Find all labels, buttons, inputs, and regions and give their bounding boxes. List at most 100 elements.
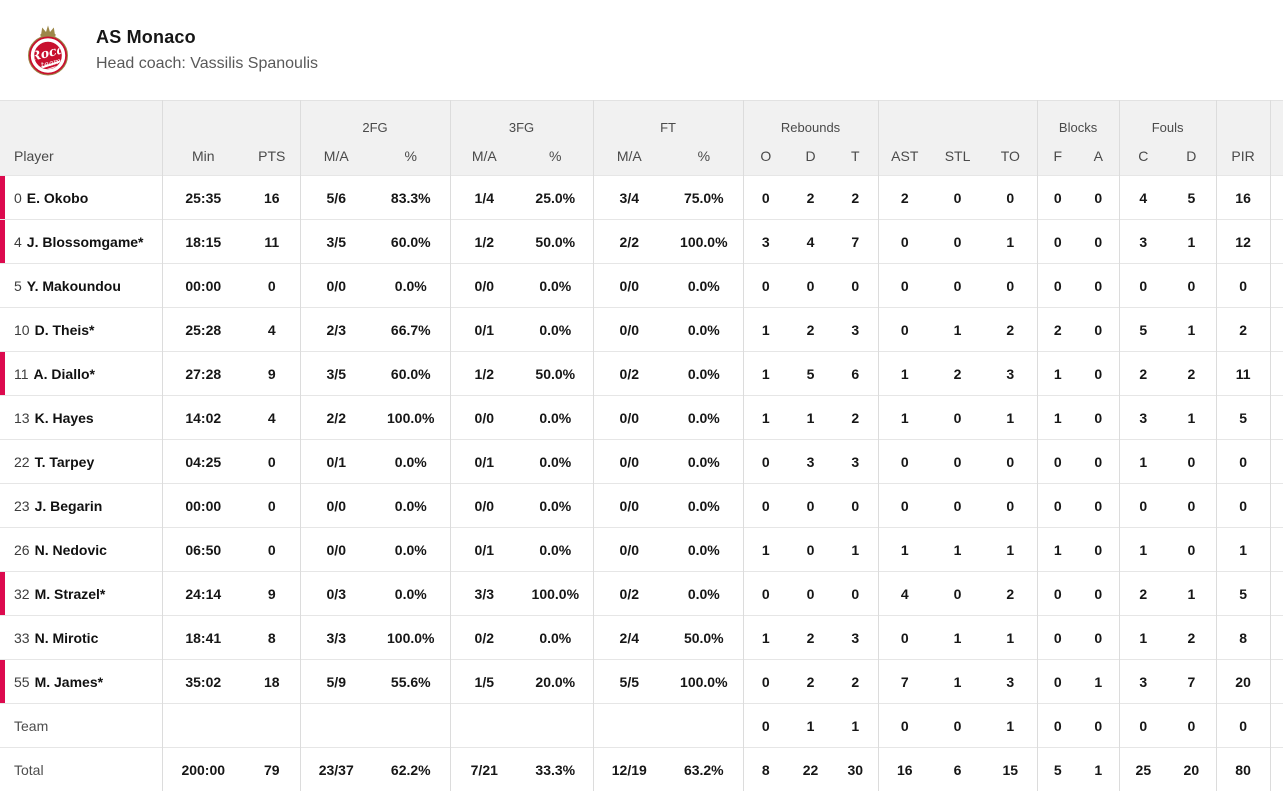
column-header-blk_f: F: [1036, 137, 1079, 176]
group-header-2fg: 2FG: [299, 100, 451, 138]
group-header-ft: FT: [592, 100, 744, 138]
cell-fg2pct: 0.0%: [394, 277, 427, 294]
row-label: Team: [14, 717, 49, 734]
cell-fg2ma: 3/5: [299, 351, 372, 396]
cell-fg2pct: 83.3%: [390, 189, 431, 206]
cell-spacer: [1269, 659, 1283, 704]
cell-pir: 20: [1215, 659, 1271, 704]
cell-pts: 0: [267, 541, 276, 558]
cell-to: 0: [1006, 497, 1015, 514]
cell-fg3ma: 0/1: [449, 307, 519, 352]
cell-fg3pct: 20.0%: [535, 673, 576, 690]
cell-foul_c: 0: [1118, 483, 1168, 528]
cell-blk_f: 0: [1036, 571, 1079, 616]
cell-blk_f: 0: [1036, 483, 1079, 528]
player-cell: 55 M. James*: [0, 659, 162, 704]
cell-reb_o: 3: [742, 219, 789, 264]
column-header-pts: PTS: [244, 137, 300, 176]
cell-blk_f: 1: [1036, 527, 1079, 572]
cell-fg3pct: 33.3%: [535, 761, 576, 778]
cell-fg3pct: 0.0%: [539, 277, 572, 294]
player-cell: 13 K. Hayes: [0, 396, 162, 440]
player-number: 10: [14, 321, 30, 338]
cell-ftpct: 50.0%: [683, 629, 724, 646]
cell-stl: 0: [953, 233, 962, 250]
column-header-foul_d: D: [1167, 137, 1217, 176]
player-cell: 5 Y. Makoundou: [0, 264, 162, 308]
cell-fg3pct: 25.0%: [535, 189, 576, 206]
row-m-strazel: 32 M. Strazel* 24:14 9 0/3 0.0% 3/3 100.0% 0/2 0.…: [0, 571, 1283, 616]
cell-pir: 80: [1215, 747, 1271, 791]
player-number: 4: [14, 233, 22, 250]
cell-min: 200:00: [161, 747, 244, 791]
cell-spacer: [1269, 703, 1283, 748]
row-team: Team 0 1 1 0 0 1 0 0 0 0 0: [0, 703, 1283, 748]
cell-fg3pct: 0.0%: [539, 497, 572, 514]
cell-foul_d: 0: [1187, 541, 1196, 558]
cell-reb_o: 1: [742, 307, 789, 352]
cell-fg2pct: 0.0%: [394, 541, 427, 558]
cell-reb_d: 1: [806, 717, 815, 734]
cell-reb_d: 0: [806, 277, 815, 294]
cell-foul_c: 3: [1118, 659, 1168, 704]
cell-min: [161, 703, 244, 748]
cell-pts: 4: [267, 321, 276, 338]
cell-fg3pct: 50.0%: [535, 365, 576, 382]
player-cell: 0 E. Okobo: [0, 175, 162, 220]
cell-fg2pct: [372, 704, 450, 748]
column-header-to: TO: [984, 137, 1038, 176]
cell-ftpct: 0.0%: [687, 453, 720, 470]
group-header-blank: [0, 100, 162, 138]
cell-ftma: 0/0: [592, 263, 666, 308]
cell-pts: [244, 704, 300, 748]
cell-pir: 11: [1215, 351, 1271, 396]
table-body: 0 E. Okobo 25:35 16 5/6 83.3% 1/4 25.0% 3/4 75.0%…: [0, 175, 1283, 791]
cell-fg2pct: 60.0%: [390, 233, 431, 250]
cell-min: 18:15: [161, 219, 244, 264]
cell-min: 00:00: [161, 263, 244, 308]
cell-stl: 1: [953, 629, 962, 646]
cell-ftma: 0/0: [592, 307, 666, 352]
cell-min: 25:35: [161, 175, 244, 220]
cell-min: 35:02: [161, 659, 244, 704]
cell-stl: 6: [953, 761, 962, 778]
cell-pts: 0: [267, 277, 276, 294]
cell-ftma: 2/4: [592, 615, 666, 660]
cell-ftma: 0/2: [592, 571, 666, 616]
cell-blk_f: 2: [1036, 307, 1079, 352]
cell-ast: 0: [877, 615, 932, 660]
cell-pir: 2: [1215, 307, 1271, 352]
cell-fg2pct: 66.7%: [390, 321, 431, 338]
player-name: N. Nedovic: [34, 541, 107, 558]
cell-blk_a: 0: [1094, 233, 1103, 250]
cell-pir: 0: [1215, 703, 1271, 748]
cell-fg2ma: 0/0: [299, 527, 372, 572]
cell-fg2ma: 0/0: [299, 263, 372, 308]
player-name: J. Blossomgame*: [26, 233, 144, 250]
cell-stl: 0: [953, 585, 962, 602]
cell-ftpct: 0.0%: [687, 365, 720, 382]
cell-ftpct: 63.2%: [683, 761, 724, 778]
cell-reb_t: 1: [851, 541, 860, 558]
column-header-ast: AST: [877, 137, 932, 176]
cell-foul_c: 3: [1118, 395, 1168, 440]
cell-ast: 0: [877, 307, 932, 352]
cell-to: 0: [1006, 453, 1015, 470]
column-header-min: Min: [161, 137, 244, 176]
cell-foul_d: 0: [1187, 497, 1196, 514]
player-number: 11: [14, 365, 29, 382]
column-header-reb_o: O: [742, 137, 789, 176]
cell-ast: 0: [877, 439, 932, 484]
cell-to: 1: [1006, 541, 1015, 558]
cell-reb_o: 0: [742, 263, 789, 308]
player-name: N. Mirotic: [34, 629, 99, 646]
column-header-fg3ma: M/A: [449, 137, 519, 176]
cell-ftpct: 0.0%: [687, 409, 720, 426]
player-number: 22: [14, 453, 30, 470]
cell-stl: 0: [953, 453, 962, 470]
player-number: 55: [14, 673, 30, 690]
cell-reb_d: 2: [806, 189, 815, 206]
cell-ftpct: 0.0%: [687, 585, 720, 602]
cell-foul_d: 0: [1187, 717, 1196, 734]
row-a-diallo: 11 A. Diallo* 27:28 9 3/5 60.0% 1/2 50.0% 0/2 0.0…: [0, 351, 1283, 396]
